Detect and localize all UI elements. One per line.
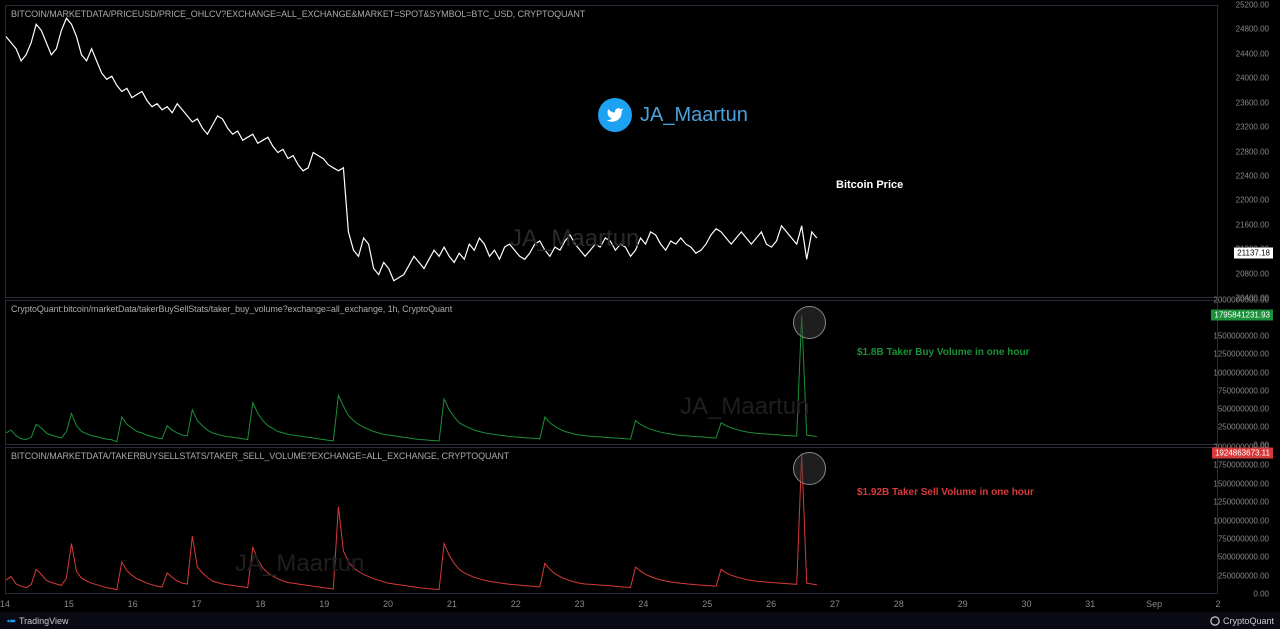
current-value-tag: 1924863673.11: [1212, 447, 1273, 458]
y-tick: 25200.00: [1236, 1, 1269, 10]
y-tick: 2000000000.00: [1213, 296, 1269, 305]
y-tick: 24800.00: [1236, 25, 1269, 34]
buy-volume-panel[interactable]: CryptoQuant:bitcoin/marketData/takerBuyS…: [5, 300, 1218, 445]
x-axis: 141516171819202122232425262728293031Sep2: [5, 597, 1218, 612]
y-tick: 750000000.00: [1218, 534, 1269, 543]
watermark: JA_Maartun: [680, 393, 809, 421]
x-tick: 23: [575, 599, 585, 609]
price-panel[interactable]: BITCOIN/MARKETDATA/PRICEUSD/PRICE_OHLCV?…: [5, 5, 1218, 298]
y-tick: 1500000000.00: [1213, 479, 1269, 488]
sell-y-axis: 2000000000.001750000000.001500000000.001…: [1218, 447, 1273, 594]
sell-annotation: $1.92B Taker Sell Volume in one hour: [857, 487, 1034, 498]
x-tick: 25: [702, 599, 712, 609]
current-value-tag: 1795841231.93: [1211, 309, 1273, 320]
current-value-tag: 21137.18: [1234, 248, 1273, 259]
x-tick: 19: [319, 599, 329, 609]
y-tick: 1500000000.00: [1213, 332, 1269, 341]
x-tick: 22: [511, 599, 521, 609]
sell-panel-title: BITCOIN/MARKETDATA/TAKERBUYSELLSTATS/TAK…: [11, 451, 509, 461]
price-y-axis: 25200.0024800.0024400.0024000.0023600.00…: [1218, 5, 1273, 298]
buy-plot: [6, 301, 1219, 446]
y-tick: 22800.00: [1236, 147, 1269, 156]
x-tick: 16: [128, 599, 138, 609]
x-tick: 31: [1085, 599, 1095, 609]
tradingview-icon: [6, 616, 16, 626]
x-tick: 21: [447, 599, 457, 609]
y-tick: 0.00: [1253, 590, 1269, 599]
y-tick: 23600.00: [1236, 98, 1269, 107]
x-tick: 29: [958, 599, 968, 609]
twitter-icon: [598, 98, 632, 132]
sell-volume-panel[interactable]: BITCOIN/MARKETDATA/TAKERBUYSELLSTATS/TAK…: [5, 447, 1218, 594]
x-tick: 28: [894, 599, 904, 609]
y-tick: 21600.00: [1236, 220, 1269, 229]
y-tick: 250000000.00: [1218, 571, 1269, 580]
y-tick: 24400.00: [1236, 49, 1269, 58]
chart-container: BITCOIN/MARKETDATA/PRICEUSD/PRICE_OHLCV?…: [0, 0, 1280, 629]
price-panel-title: BITCOIN/MARKETDATA/PRICEUSD/PRICE_OHLCV?…: [11, 9, 585, 19]
watermark: JA_Maartun: [510, 225, 639, 253]
x-tick: 26: [766, 599, 776, 609]
x-tick: 27: [830, 599, 840, 609]
x-tick: 30: [1021, 599, 1031, 609]
x-tick: 18: [255, 599, 265, 609]
y-tick: 1250000000.00: [1213, 498, 1269, 507]
x-tick: 14: [0, 599, 10, 609]
price-annotation: Bitcoin Price: [836, 179, 903, 191]
buy-annotation: $1.8B Taker Buy Volume in one hour: [857, 347, 1029, 358]
twitter-badge[interactable]: JA_Maartun: [598, 98, 748, 132]
y-tick: 24000.00: [1236, 74, 1269, 83]
y-tick: 1750000000.00: [1213, 461, 1269, 470]
y-tick: 750000000.00: [1218, 386, 1269, 395]
buy-y-axis: 2000000000.001750000000.001500000000.001…: [1218, 300, 1273, 445]
y-tick: 20800.00: [1236, 269, 1269, 278]
sell-plot: [6, 448, 1219, 595]
footer-right[interactable]: CryptoQuant: [1210, 616, 1274, 626]
x-tick: 20: [383, 599, 393, 609]
price-plot: [6, 6, 1219, 299]
y-tick: 1000000000.00: [1213, 368, 1269, 377]
y-tick: 500000000.00: [1218, 553, 1269, 562]
y-tick: 23200.00: [1236, 123, 1269, 132]
footer-left[interactable]: TradingView: [6, 616, 69, 626]
x-tick: 2: [1215, 599, 1220, 609]
x-tick: Sep: [1146, 599, 1162, 609]
watermark: JA_Maartun: [235, 550, 364, 578]
y-tick: 1250000000.00: [1213, 350, 1269, 359]
y-tick: 1000000000.00: [1213, 516, 1269, 525]
footer: TradingView CryptoQuant: [0, 612, 1280, 629]
buy-panel-title: CryptoQuant:bitcoin/marketData/takerBuyS…: [11, 304, 452, 314]
footer-left-label: TradingView: [19, 616, 69, 626]
y-tick: 22400.00: [1236, 171, 1269, 180]
sell-highlight-circle: [793, 452, 826, 485]
x-tick: 17: [192, 599, 202, 609]
y-tick: 22000.00: [1236, 196, 1269, 205]
buy-highlight-circle: [793, 306, 826, 339]
y-tick: 250000000.00: [1218, 422, 1269, 431]
x-tick: 24: [638, 599, 648, 609]
cryptoquant-icon: [1210, 616, 1220, 626]
x-tick: 15: [64, 599, 74, 609]
y-tick: 500000000.00: [1218, 404, 1269, 413]
footer-right-label: CryptoQuant: [1223, 616, 1274, 626]
twitter-handle: JA_Maartun: [640, 104, 748, 127]
